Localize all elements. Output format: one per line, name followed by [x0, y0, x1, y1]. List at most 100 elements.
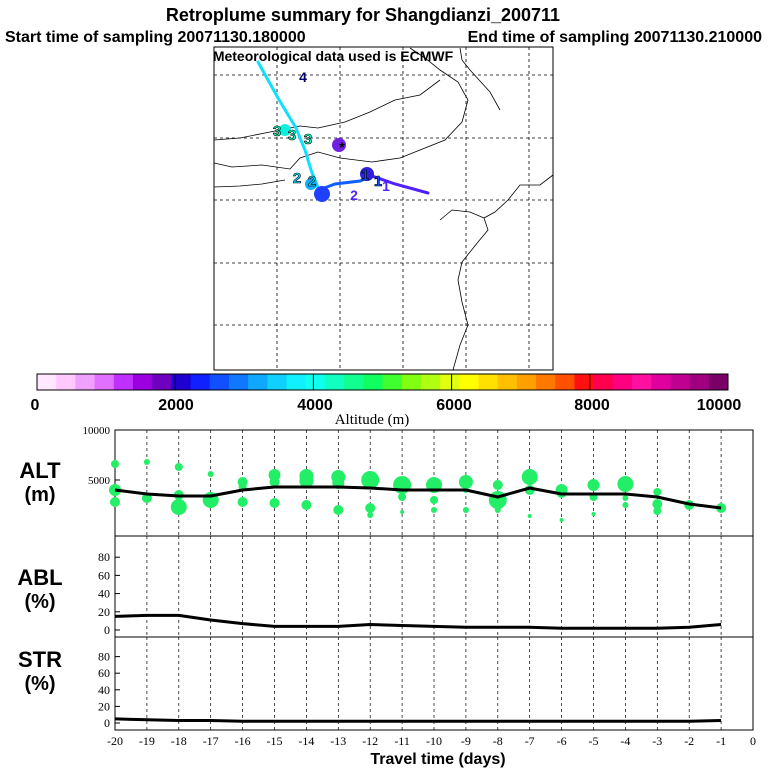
colorbar-label: Altitude (m) [335, 412, 410, 428]
x-tick-label: -12 [362, 734, 378, 748]
colorbar-swatch [708, 374, 729, 390]
end-time-label: End time of sampling 20071130.210000 [468, 29, 762, 46]
colorbar-swatch [171, 374, 192, 390]
colorbar-swatch [228, 374, 249, 390]
alt-cluster-bubble [299, 474, 314, 488]
alt-cluster-bubble [492, 480, 503, 490]
colorbar-swatch [536, 374, 556, 390]
str-y-tick-label: 60 [98, 666, 110, 680]
colorbar-swatch [113, 374, 134, 390]
colorbar-swatch [516, 374, 537, 390]
colorbar-swatch [555, 374, 575, 390]
colorbar-swatch [344, 374, 364, 390]
colorbar-swatch [420, 374, 441, 390]
str-panel-label: STR [18, 647, 62, 672]
colorbar-swatch [574, 374, 595, 390]
colorbar-swatch [94, 374, 115, 390]
trajectory-markers [279, 124, 374, 202]
colorbar-frame [36, 373, 729, 391]
x-tick-label: -2 [684, 734, 694, 748]
colorbar-swatch [56, 374, 76, 390]
alt-cluster-bubble [591, 512, 596, 516]
day-label: 4 [299, 69, 307, 85]
alt-cluster-bubble [207, 471, 214, 477]
colorbar-swatch [478, 374, 499, 390]
alt-cluster-bubble [494, 507, 501, 513]
alt-cluster-bubble [462, 507, 469, 513]
alt-cluster-bubble [653, 488, 662, 496]
x-tick-label: -14 [298, 734, 314, 748]
abl-panel-unit: (%) [24, 591, 55, 613]
colorbar-swatch [363, 374, 383, 390]
alt-cluster-bubble [587, 479, 600, 491]
x-axis-label: Travel time (days) [370, 751, 505, 768]
colorbar-swatch [248, 374, 268, 390]
trajectory-map: 4 3 3 3 2 2 1 1 2 1 * [213, 46, 554, 371]
alt-cluster-bubble [361, 471, 380, 489]
met-data-label: Meteorological data used is ECMWF [213, 48, 454, 64]
colorbar-swatch [37, 374, 57, 390]
alt-cluster-bubble [269, 498, 280, 508]
alt-panel: 5000 10000 [83, 425, 727, 536]
cbar-tick-10000: 10000 [697, 397, 742, 414]
str-panel-unit: (%) [24, 673, 55, 695]
alt-y-tick-label: 5000 [88, 475, 111, 487]
x-tick-label: -13 [330, 734, 346, 748]
abl-y-tick-label: 0 [104, 623, 110, 637]
abl-series-line [114, 613, 722, 630]
x-tick-label: -11 [394, 734, 410, 748]
colorbar-swatch [632, 374, 652, 390]
x-tick-label: -18 [171, 734, 187, 748]
abl-y-tick-label: 60 [98, 568, 110, 582]
str-series-line [114, 717, 722, 723]
x-tick-label: -20 [107, 734, 123, 748]
colorbar-swatch [267, 374, 288, 390]
colorbar-swatch [75, 374, 96, 390]
alt-cluster-bubble [521, 469, 538, 485]
colorbar-swatch [324, 374, 345, 390]
map-graticule [214, 47, 553, 370]
x-tick-label: -10 [426, 734, 442, 748]
alt-cluster-bubble [365, 503, 376, 513]
alt-cluster-bubble [652, 499, 663, 509]
day-label: 1 [374, 173, 382, 190]
day-label: 1 [382, 178, 390, 194]
x-tick-label: -19 [139, 734, 155, 748]
abl-y-tick-label: 20 [98, 605, 110, 619]
colorbar-swatch [190, 374, 211, 390]
alt-cluster-bubble [653, 507, 662, 515]
alt-cluster-bubble [110, 497, 120, 507]
alt-panel-unit: (m) [24, 484, 55, 506]
alt-cluster-bubble [301, 500, 312, 510]
colorbar-swatch [689, 374, 710, 390]
day-label: 2 [350, 187, 358, 203]
abl-y-tick-label: 80 [98, 550, 110, 564]
alt-cluster-bubble [143, 459, 150, 465]
str-y-tick-label: 80 [98, 650, 110, 664]
alt-cluster-bubble [559, 518, 564, 522]
x-tick-label: -17 [203, 734, 219, 748]
figure-title: Retroplume summary for Shangdianzi_20071… [166, 5, 560, 25]
alt-cluster-bubble [269, 477, 280, 487]
alt-cluster-bubble [527, 514, 532, 518]
x-tick-label: 0 [750, 734, 756, 748]
alt-cluster-bubble [431, 507, 437, 513]
x-tick-label: -9 [461, 734, 471, 748]
colorbar-swatch [382, 374, 403, 390]
colorbar-swatch [651, 374, 671, 390]
cbar-tick-8000: 8000 [574, 397, 610, 414]
colorbar-swatch [612, 374, 633, 390]
str-y-tick-label: 0 [104, 716, 110, 730]
colorbar-swatch [670, 374, 691, 390]
colorbar-swatch [132, 374, 153, 390]
x-tick-label: -7 [525, 734, 535, 748]
colorbar-swatch [593, 374, 614, 390]
cbar-tick-6000: 6000 [436, 397, 472, 414]
alt-cluster-bubble [170, 499, 187, 515]
x-tick-label: -16 [235, 734, 251, 748]
alt-series-line [114, 485, 722, 510]
alt-cluster-bubble [111, 460, 119, 468]
alt-y-tick-label: 10000 [83, 425, 111, 437]
str-y-tick-label: 20 [98, 699, 110, 713]
